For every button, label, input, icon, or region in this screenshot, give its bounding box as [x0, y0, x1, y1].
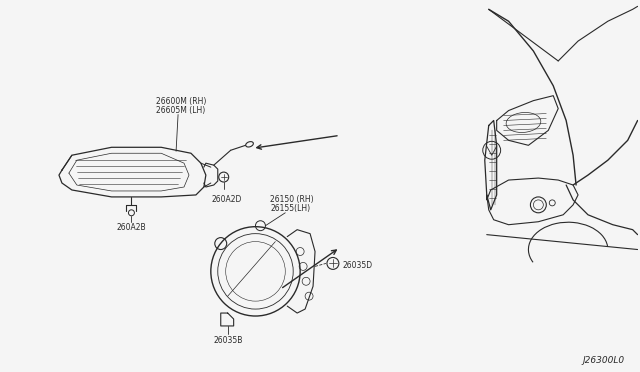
Text: 26150 (RH): 26150 (RH) [270, 195, 314, 204]
Text: J26300L0: J26300L0 [582, 356, 625, 365]
Text: 26605M (LH): 26605M (LH) [156, 106, 205, 115]
Text: 26035D: 26035D [343, 261, 373, 270]
Text: 26155(LH): 26155(LH) [270, 204, 310, 213]
Text: 260A2D: 260A2D [211, 195, 242, 204]
Text: 26600M (RH): 26600M (RH) [156, 97, 207, 106]
Text: 260A2B: 260A2B [116, 223, 146, 232]
Text: 26035B: 26035B [213, 336, 243, 345]
